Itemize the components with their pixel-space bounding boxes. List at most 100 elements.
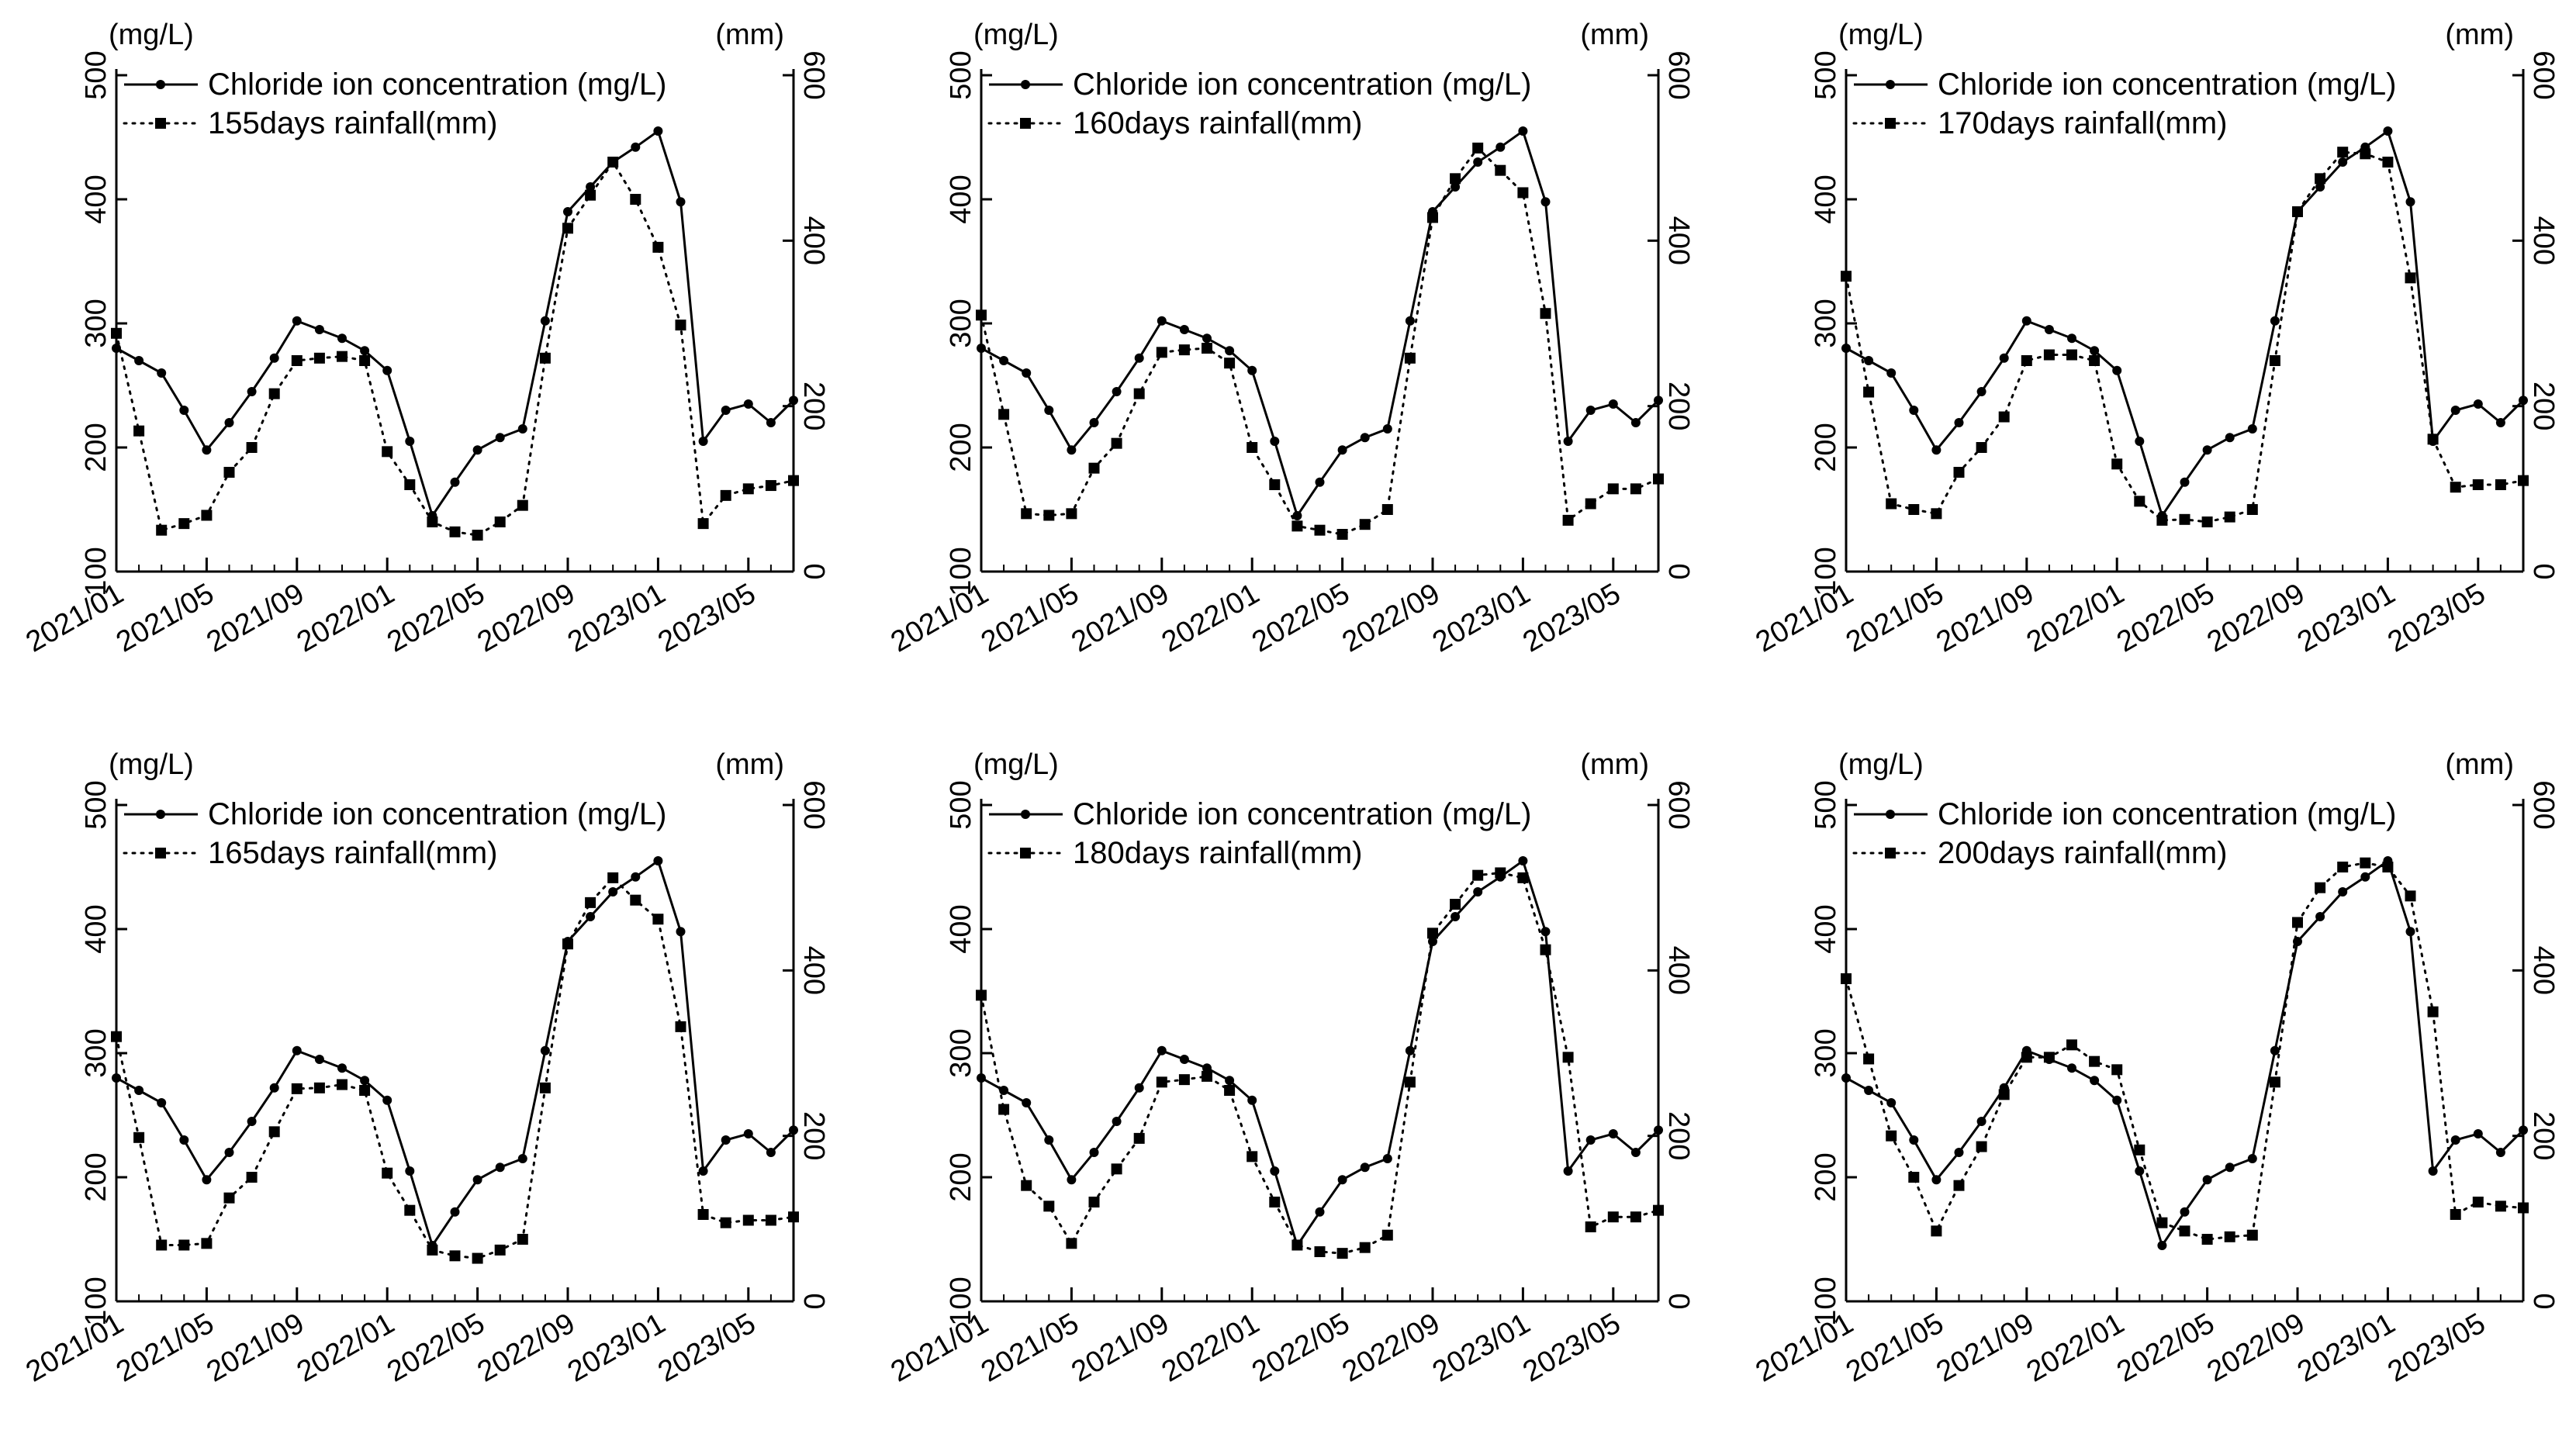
x-tick-label: 2022/09 — [1337, 577, 1446, 658]
right-tick-label: 400 — [797, 216, 830, 265]
rainfall-point — [268, 1126, 280, 1138]
legend-chloride-marker — [1886, 810, 1895, 819]
chloride-point — [1518, 126, 1528, 136]
chloride-point — [1202, 333, 1212, 344]
rainfall-point — [539, 352, 551, 364]
rainfall-point — [2224, 511, 2235, 523]
rainfall-point — [246, 442, 258, 453]
rainfall-point — [2179, 513, 2190, 525]
rainfall-point — [1088, 462, 1100, 474]
rainfall-point — [449, 1250, 461, 1262]
rainfall-point — [2066, 1039, 2077, 1051]
rainfall-point — [1931, 1225, 1942, 1237]
x-tick-label: 2021/01 — [21, 577, 130, 658]
chloride-point — [1931, 1175, 1942, 1185]
chloride-point — [1909, 1135, 1919, 1145]
rainfall-point — [1088, 1197, 1100, 1207]
rainfall-point — [1111, 1163, 1122, 1175]
chloride-line — [116, 859, 795, 1249]
rainfall-point — [2269, 355, 2280, 366]
right-tick-label: 600 — [797, 50, 830, 99]
x-tick-label: 2022/05 — [2111, 577, 2220, 658]
rainfall-point — [2179, 1225, 2190, 1237]
left-tick-label: 100 — [80, 547, 112, 596]
chloride-point — [2180, 1207, 2190, 1217]
x-tick-label: 2021/01 — [21, 1307, 130, 1388]
x-tick-label: 2021/05 — [111, 577, 220, 658]
rainfall-point — [178, 518, 190, 530]
left-axis-label: (mg/L) — [973, 748, 1059, 781]
chloride-point — [1360, 433, 1370, 443]
chloride-point — [1864, 1086, 1874, 1095]
left-tick-label: 300 — [80, 299, 112, 347]
rainfall-point — [675, 1021, 686, 1032]
rainfall-point — [337, 1079, 348, 1090]
rainfall-point — [2246, 1229, 2258, 1241]
x-tick-label: 2023/05 — [1517, 577, 1626, 658]
chloride-point — [112, 1073, 121, 1083]
chloride-point — [1270, 437, 1280, 446]
chloride-point — [2383, 126, 2393, 136]
chloride-point — [2473, 399, 2483, 409]
chloride-point — [292, 1045, 302, 1055]
legend-rainfall-label: 180days rainfall(mm) — [1073, 836, 1362, 870]
legend-chloride-marker — [1886, 80, 1895, 89]
chloride-point — [789, 1125, 798, 1135]
right-axis-label: (mm) — [715, 19, 784, 51]
chloride-point — [2405, 927, 2415, 937]
rainfall-point — [111, 327, 122, 339]
rainfall-point — [359, 1085, 371, 1096]
x-tick-label: 2021/05 — [976, 577, 1084, 658]
rainfall-point — [2405, 890, 2416, 902]
rainfall-point — [268, 388, 280, 399]
right-tick-label: 400 — [2527, 216, 2560, 265]
rainfall-point — [697, 1209, 709, 1220]
rainfall-point — [291, 1083, 303, 1094]
chloride-point — [1841, 1073, 1851, 1083]
chloride-point — [2338, 887, 2348, 897]
rainfall-point — [156, 1239, 168, 1251]
rainfall-point — [2156, 1217, 2168, 1228]
rainfall-point — [1998, 411, 2010, 423]
x-tick-label: 2023/01 — [2292, 577, 2401, 658]
rainfall-point — [494, 516, 506, 527]
rainfall-point — [2021, 1052, 2032, 1063]
chloride-point — [269, 1083, 279, 1093]
chloride-point — [2495, 1148, 2505, 1157]
chloride-point — [382, 365, 392, 375]
rainfall-point — [2021, 355, 2032, 366]
chloride-point — [1841, 344, 1851, 353]
rainfall-point — [1336, 1248, 1348, 1259]
left-tick-label: 200 — [945, 423, 977, 472]
chloride-point — [112, 344, 121, 353]
chloride-point — [2090, 1076, 2100, 1086]
chloride-point — [2519, 1125, 2528, 1135]
legend-chloride-label: Chloride ion concentration (mg/L) — [1938, 67, 2396, 102]
rainfall-point — [539, 1082, 551, 1093]
rainfall-point — [1585, 1221, 1596, 1232]
rainfall-point — [1066, 508, 1077, 520]
rainfall-point — [1998, 1089, 2010, 1100]
chloride-point — [179, 1135, 189, 1145]
rainfall-point — [1908, 504, 1920, 515]
rainfall-point — [1630, 1211, 1641, 1223]
left-tick-label: 500 — [80, 50, 112, 99]
rainfall-point — [494, 1244, 506, 1256]
chloride-point — [1518, 856, 1528, 865]
rainfall-point — [1404, 352, 1416, 364]
chloride-point — [1179, 325, 1189, 334]
rainfall-point — [1931, 508, 1942, 520]
x-tick-label: 2021/01 — [1751, 577, 1859, 658]
chloride-line — [980, 859, 1660, 1249]
rainfall-point — [2450, 1209, 2461, 1220]
legend-chloride-label: Chloride ion concentration (mg/L) — [208, 67, 666, 102]
rainfall-point — [2292, 917, 2303, 928]
rainfall-point — [111, 1031, 122, 1042]
x-tick-label: 2021/01 — [1751, 1307, 1859, 1388]
rainfall-point — [1314, 1246, 1326, 1257]
rainfall-point — [1472, 142, 1484, 154]
rainfall-point — [1976, 1141, 1987, 1152]
left-tick-label: 400 — [945, 904, 977, 953]
chloride-point — [698, 437, 708, 446]
x-tick-label: 2021/05 — [1841, 1307, 1949, 1388]
